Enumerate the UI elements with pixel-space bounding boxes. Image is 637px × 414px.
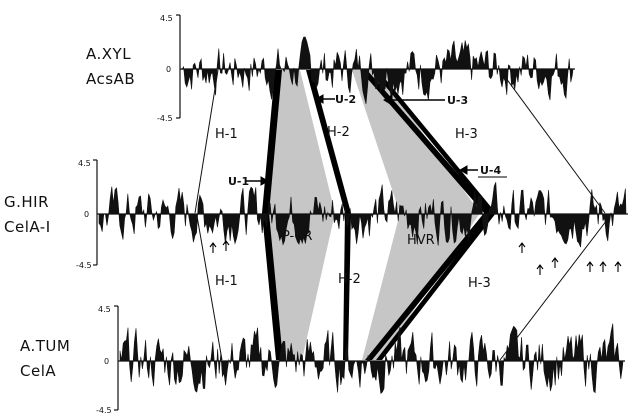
region-h1-upper: H-1 [215,127,238,142]
tick-bottom-4.5: 4.5 [98,305,111,314]
domain-hvr-label: HVR [407,233,435,248]
connector-h1-lower [196,215,223,361]
marker-arrow [222,240,230,251]
annotation-u3: U-3 [447,94,468,107]
profile-label-ghir: G.HIR [4,193,49,211]
marker-arrows [209,240,622,275]
tick-top-0: 0 [166,65,171,74]
profile-label-cela: CelA [20,362,56,380]
profile-label-atum: A.TUM [20,337,70,355]
trace-axyl-acsab [181,36,574,104]
hydropathy-traces [98,36,627,394]
marker-arrow [551,257,559,268]
trace-ghir-cela-i [98,182,627,248]
annotation-arrows [246,94,478,186]
tick-mid-0: 0 [84,210,89,219]
domain-pcr-label: P-CR [282,229,312,244]
profile-label-acsab: AcsAB [86,70,135,88]
trace-atum-cela [119,323,624,394]
marker-arrow [586,261,594,272]
connector-h3-upper [499,69,606,214]
tick-bottom-minus4.5: -4.5 [96,406,112,414]
region-h2-upper: H-2 [327,125,350,140]
marker-arrow [536,264,544,275]
region-h3-lower: H-3 [468,276,491,291]
band-u2 [306,70,351,360]
profile-label-cela-i: CelA-I [4,218,51,236]
annotation-u1: U-1 [228,175,249,188]
profile-label-axyl: A.XYL [86,45,131,63]
tick-top-4.5: 4.5 [160,14,173,23]
connector-h1-upper [194,69,219,214]
region-h2-lower: H-2 [338,272,361,287]
tick-bottom-0: 0 [104,357,109,366]
annotation-u4: U-4 [480,164,501,177]
tick-top-minus4.5: -4.5 [157,114,173,123]
tick-mid-4.5: 4.5 [78,159,91,168]
marker-arrow [518,242,526,253]
region-h1-lower: H-1 [215,274,238,289]
tick-mid-minus4.5: -4.5 [76,261,92,270]
marker-arrow [614,261,622,272]
annotation-u2: U-2 [335,93,356,106]
marker-arrow [599,261,607,272]
region-h3-upper: H-3 [455,127,478,142]
alignment-connectors [194,69,611,361]
marker-arrow [209,242,217,253]
connector-h3-lower [499,215,611,361]
